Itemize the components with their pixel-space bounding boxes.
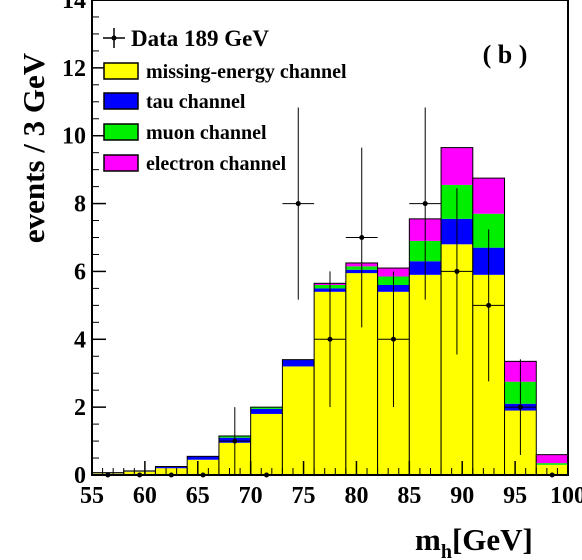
axis-ticks: [91, 0, 569, 476]
data-point-marker-4: [232, 438, 238, 444]
y-tick-label-4: 4: [74, 327, 86, 353]
data-point-11: [441, 188, 473, 355]
x-axis-label-main: m: [415, 522, 441, 557]
x-tick-label-85: 85: [397, 483, 421, 509]
y-axis-label: events / 3 GeV: [16, 52, 51, 243]
legend-swatch-missing-energy: [103, 62, 139, 80]
data-point-7: [314, 271, 346, 408]
legend-item-tau: tau channel: [103, 91, 246, 113]
bar-missing-energy-channel-14: [536, 464, 568, 475]
x-tick-label-75: 75: [292, 483, 316, 509]
bar-tau-channel-2: [155, 466, 188, 469]
legend-item-data: Data 189 GeV: [103, 26, 269, 51]
bar-missing-energy-channel-2: [155, 468, 188, 475]
data-point-9: [377, 271, 410, 408]
y-tick-label-10: 10: [62, 124, 86, 150]
data-point-12: [472, 229, 505, 382]
data-point-marker-13: [517, 404, 523, 410]
x-tick-label-55: 55: [80, 483, 104, 509]
legend-label-missing-energy: missing-energy channel: [146, 61, 347, 83]
data-point-marker-10: [422, 201, 428, 207]
data-point-marker-9: [390, 336, 396, 342]
data-point-marker-11: [454, 268, 460, 274]
legend: Data 189 GeV missing-energy channel tau …: [103, 26, 347, 175]
bar-missing-energy-channel-3: [187, 459, 219, 475]
y-tick-label-6: 6: [74, 259, 86, 285]
bar-muon-channel-5: [250, 407, 283, 409]
bar-tau-channel-5: [250, 408, 283, 414]
data-point-marker-8: [359, 235, 365, 240]
bar-electron-channel-11: [441, 147, 473, 185]
x-axis-label-subscript: h: [441, 541, 452, 560]
x-tick-label-80: 80: [344, 483, 368, 509]
legend-item-muon: muon channel: [103, 122, 267, 144]
bar-tau-channel-3: [187, 456, 219, 460]
x-tick-label-95: 95: [503, 483, 527, 509]
data-point-6: [282, 107, 315, 300]
data-point-marker-12: [486, 302, 492, 308]
x-axis-label: mh[GeV]: [415, 522, 533, 560]
legend-swatch-electron: [103, 154, 139, 172]
data-point-13: [504, 359, 537, 455]
bar-electron-channel-12: [472, 178, 505, 214]
data-point-10: [409, 107, 442, 300]
bar-tau-channel-6: [282, 359, 315, 367]
legend-item-electron: electron channel: [103, 153, 287, 175]
data-point-8: [345, 147, 378, 328]
x-tick-label-70: 70: [239, 483, 263, 509]
bar-missing-energy-channel-6: [282, 366, 315, 475]
data-point-marker-6: [295, 201, 301, 207]
legend-label-data: Data 189 GeV: [131, 26, 269, 51]
y-tick-label-8: 8: [74, 192, 86, 218]
bar-missing-energy-channel-10: [409, 274, 442, 475]
x-axis-label-unit: [GeV]: [452, 522, 533, 557]
legend-label-tau: tau channel: [146, 91, 246, 113]
legend-swatch-tau: [103, 92, 139, 110]
x-tick-label-60: 60: [133, 483, 157, 509]
x-tick-label-90: 90: [450, 483, 474, 509]
legend-swatch-muon: [103, 123, 139, 141]
data-point-marker-7: [327, 336, 333, 342]
x-tick-label-100: 100: [550, 483, 582, 509]
bar-missing-energy-channel-5: [250, 413, 283, 475]
data-point-4: [218, 407, 251, 475]
legend-item-missing-energy: missing-energy channel: [103, 61, 347, 83]
y-tick-label-0: 0: [74, 463, 86, 489]
y-tick-label-14: 14: [62, 0, 86, 14]
y-tick-label-12: 12: [62, 56, 86, 82]
y-tick-label-2: 2: [74, 395, 86, 421]
panel-label: ( b ): [483, 40, 528, 69]
legend-data-marker-dot: [111, 35, 117, 41]
legend-label-electron: electron channel: [146, 153, 287, 175]
x-tick-label-65: 65: [186, 483, 210, 509]
bar-electron-channel-14: [536, 454, 568, 464]
y-tick-labels: 0 2 4 6 8 10 12 14: [62, 0, 86, 489]
bar-muon-channel-14: [536, 463, 568, 465]
legend-label-muon: muon channel: [146, 122, 267, 144]
x-tick-labels: 55 60 65 70 75 80 85 90 95 100: [80, 483, 582, 509]
